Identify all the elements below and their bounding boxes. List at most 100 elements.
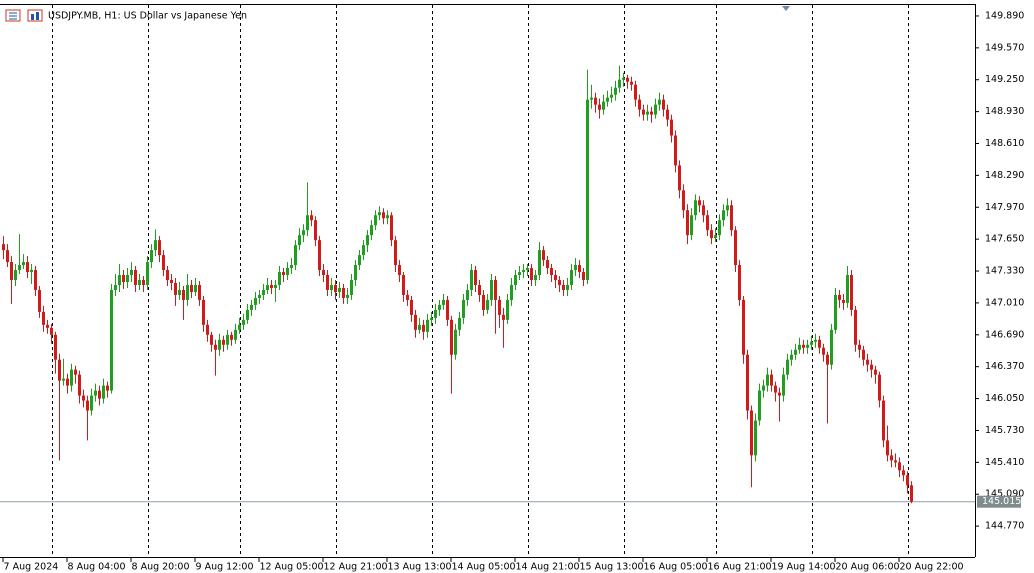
candle-body <box>830 329 833 365</box>
candle-body <box>870 364 873 370</box>
candle-body <box>698 200 701 206</box>
candle-body <box>162 255 165 271</box>
candle-body <box>154 240 157 251</box>
candle-body <box>226 334 229 345</box>
candle-body <box>502 314 505 320</box>
candle-body <box>378 212 381 216</box>
candle-body <box>366 235 369 246</box>
candle-body <box>434 309 437 318</box>
candle-body <box>458 317 461 330</box>
candle-body <box>874 369 877 375</box>
candle-body <box>478 284 481 295</box>
candle-body <box>826 354 829 365</box>
candle-body <box>330 284 333 290</box>
candle-body <box>270 284 273 288</box>
candle-body <box>70 369 73 386</box>
candle-body <box>878 374 881 401</box>
candle-body <box>902 470 905 476</box>
candle-body <box>410 299 413 315</box>
candle-body <box>182 289 185 300</box>
candle-body <box>654 104 657 115</box>
candle-body <box>590 97 593 100</box>
candle-body <box>146 262 149 285</box>
candle-body <box>374 215 377 226</box>
candle-body <box>218 339 221 350</box>
y-tick-label: 145.410 <box>985 457 1024 468</box>
candle-body <box>274 284 277 288</box>
candle-body <box>626 77 629 82</box>
candle-body <box>54 334 57 360</box>
candle-body <box>310 215 313 221</box>
candle-body <box>474 270 477 285</box>
candle-body <box>214 344 217 350</box>
candle-body <box>690 215 693 236</box>
candle-body <box>242 319 245 325</box>
candle-body <box>718 220 721 236</box>
candle-body <box>86 400 89 411</box>
candle-body <box>734 230 737 266</box>
candle-body <box>2 244 5 251</box>
candle-body <box>6 250 9 263</box>
candle-body <box>178 289 181 295</box>
candle-body <box>866 359 869 365</box>
candle-body <box>642 109 645 115</box>
candle-body <box>814 339 817 342</box>
candle-body <box>486 299 489 310</box>
candle-body <box>546 260 549 269</box>
candle-body <box>854 309 857 345</box>
x-tick-label: 15 Aug 13:00 <box>580 562 644 573</box>
candle-body <box>534 275 537 281</box>
candle-body <box>190 284 193 292</box>
candle-body <box>246 309 249 320</box>
candle-body <box>822 347 825 355</box>
candle-body <box>306 215 309 231</box>
candle-body <box>30 270 33 273</box>
x-tick-label: 19 Aug 14:00 <box>772 562 836 573</box>
candle-body <box>738 265 741 300</box>
candle-body <box>426 319 429 332</box>
last-price-box <box>977 495 1021 508</box>
icon <box>31 14 34 20</box>
candle-body <box>442 299 445 305</box>
candle-body <box>50 327 53 335</box>
candle-body <box>858 344 861 350</box>
candle-body <box>74 369 77 375</box>
candle-body <box>222 339 225 345</box>
candle-body <box>354 265 357 281</box>
candle-body <box>890 455 893 461</box>
candle-body <box>138 280 141 285</box>
candle-body <box>514 275 517 285</box>
candle-body <box>438 304 441 310</box>
candle-body <box>594 97 597 105</box>
candle-body <box>342 287 345 298</box>
candle-body <box>710 230 713 239</box>
candle-body <box>282 272 285 276</box>
candle-body <box>842 299 845 303</box>
candle-body <box>278 272 281 285</box>
candle-body <box>862 349 865 360</box>
candle-body <box>338 287 341 292</box>
candle-body <box>670 119 673 136</box>
candle-body <box>362 245 365 256</box>
candle-body <box>90 395 93 411</box>
candle-body <box>454 329 457 355</box>
candle-body <box>134 270 137 285</box>
y-tick-label: 149.890 <box>985 10 1024 21</box>
candle-body <box>22 262 25 266</box>
icon <box>27 9 43 22</box>
candle-body <box>482 294 485 310</box>
candle-body <box>682 190 685 211</box>
candle-body <box>26 262 29 273</box>
candle-body <box>262 289 265 295</box>
x-tick-label: 9 Aug 12:00 <box>196 562 254 573</box>
candle-body <box>782 374 785 396</box>
candle-body <box>346 294 349 298</box>
candle-body <box>506 299 509 320</box>
candle-body <box>554 275 557 281</box>
candle-body <box>910 485 913 502</box>
x-tick-label: 16 Aug 05:00 <box>644 562 708 573</box>
x-tick-label: 12 Aug 05:00 <box>260 562 324 573</box>
candle-body <box>298 235 301 246</box>
candle-body <box>634 84 637 100</box>
